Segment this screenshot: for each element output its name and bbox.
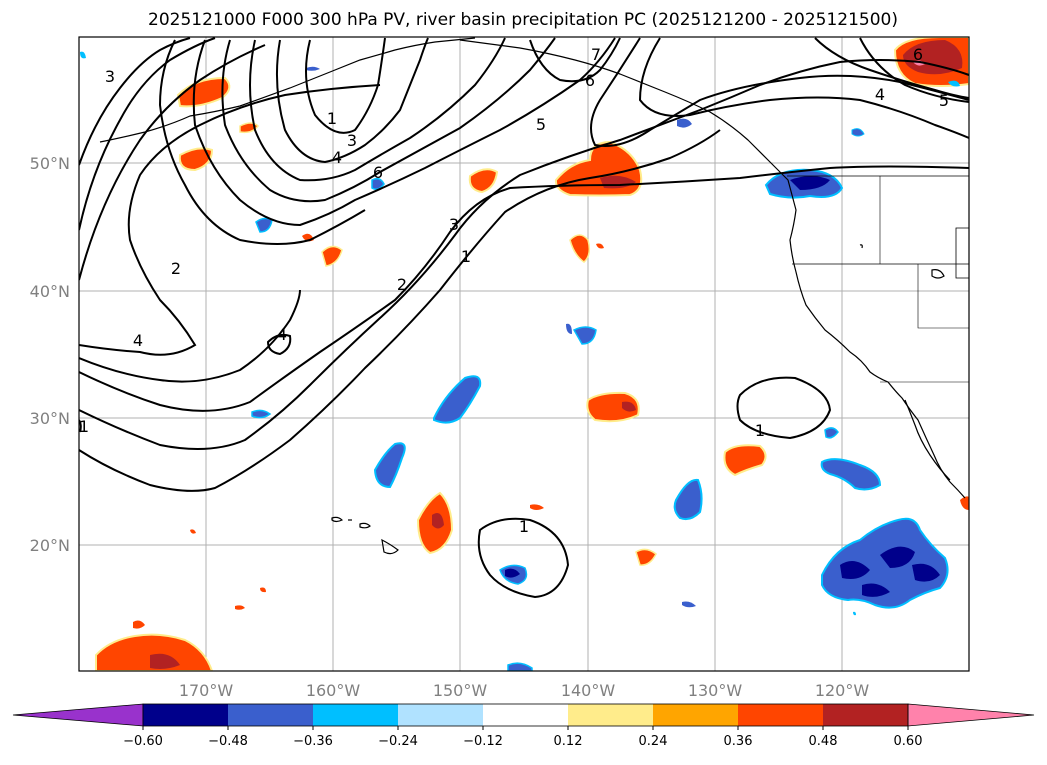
aleutian-islands bbox=[99, 37, 476, 143]
contour-label: 2 bbox=[171, 259, 181, 278]
contour-label: 5 bbox=[536, 115, 546, 134]
pv-contour-1-ring-east bbox=[736, 376, 832, 440]
colorbar-tick-label: 0.36 bbox=[724, 734, 753, 749]
contour-label: 3 bbox=[347, 131, 357, 150]
colorbar-bin bbox=[143, 704, 228, 726]
map-area bbox=[79, 37, 969, 671]
lat-label: 30°N bbox=[30, 409, 70, 428]
contour-label: 2 bbox=[397, 275, 407, 294]
lake-dots bbox=[859, 244, 863, 249]
precip-negative-region bbox=[80, 51, 960, 671]
contour-label: 1 bbox=[461, 247, 471, 266]
colorbar-bin bbox=[398, 704, 483, 726]
hawaii-oahu bbox=[331, 516, 344, 523]
colorbar-tick-label: −0.48 bbox=[208, 734, 248, 749]
inset-box bbox=[955, 227, 969, 279]
lat-label: 50°N bbox=[30, 154, 70, 173]
colorbar: −0.60 −0.48 −0.36 −0.24 −0.12 0.12 0.24 0.36 0.4… bbox=[12, 703, 1035, 749]
hawaii-maui bbox=[359, 522, 371, 529]
contour-label: 1 bbox=[327, 109, 337, 128]
contour-label: 6 bbox=[585, 71, 595, 90]
colorbar-bin bbox=[228, 704, 313, 726]
lon-label: 120°W bbox=[815, 681, 870, 700]
pv-contour-ridge-6 bbox=[305, 37, 386, 134]
pv-contour-5-right bbox=[590, 37, 969, 147]
contour-label: 4 bbox=[277, 325, 287, 344]
precip-positive-region bbox=[95, 37, 969, 671]
contour-label: 5 bbox=[939, 91, 949, 110]
great-salt-lake bbox=[931, 269, 945, 279]
lon-label: 150°W bbox=[433, 681, 488, 700]
colorbar-tick-label: −0.12 bbox=[463, 734, 503, 749]
latitude-labels: 50°N 40°N 30°N 20°N bbox=[30, 154, 70, 555]
colorbar-extend-max bbox=[907, 703, 1035, 727]
lon-label: 170°W bbox=[179, 681, 234, 700]
pv-contour-ridge-2 bbox=[192, 37, 616, 227]
pv-contour-4-bottom bbox=[79, 289, 301, 383]
contour-label: 3 bbox=[449, 215, 459, 234]
pv-contour-4-island bbox=[266, 333, 292, 356]
border-nv bbox=[917, 264, 969, 329]
pv-contour-1-main bbox=[79, 165, 969, 412]
pv-contours bbox=[79, 37, 969, 599]
map-title: 2025121000 F000 300 hPa PV, river basin … bbox=[148, 10, 898, 30]
colorbar-frame bbox=[142, 703, 909, 727]
contour-label: 6 bbox=[913, 45, 923, 64]
pv-contour-1-ring-south bbox=[477, 517, 570, 599]
lon-label: 160°W bbox=[306, 681, 361, 700]
pv-contour-lower-band bbox=[79, 129, 721, 492]
lon-label: 140°W bbox=[561, 681, 616, 700]
colorbar-tick-label: 0.60 bbox=[894, 734, 923, 749]
north-america-coast bbox=[459, 39, 966, 499]
pv-contour-6-far-right bbox=[859, 37, 969, 103]
pv-contour-2-left bbox=[79, 37, 216, 231]
contour-labels: 3 1 3 4 6 7 6 5 4 5 6 3 1 2 2 4 4 1 1 1 bbox=[79, 45, 949, 536]
pv-contour-4-right bbox=[638, 37, 969, 139]
contour-label: 4 bbox=[133, 331, 143, 350]
colorbar-tick-label: 0.12 bbox=[554, 734, 583, 749]
colorbar-tick-label: −0.60 bbox=[123, 734, 163, 749]
longitude-labels: 170°W 160°W 150°W 140°W 130°W 120°W bbox=[179, 681, 870, 700]
baja-coast bbox=[904, 399, 951, 481]
colorbar-bin bbox=[568, 704, 653, 726]
pv-contour-4-left bbox=[79, 84, 381, 356]
pv-contour-5-far-right bbox=[814, 37, 969, 99]
colorbar-extend-min bbox=[12, 703, 144, 727]
lon-label: 130°W bbox=[688, 681, 743, 700]
pv-contour-ridge-5 bbox=[275, 37, 429, 164]
colorbar-tick-label: −0.24 bbox=[378, 734, 418, 749]
colorbar-bin bbox=[313, 704, 398, 726]
pv-contour-2-main bbox=[79, 59, 969, 450]
contour-label: 4 bbox=[332, 148, 342, 167]
colorbar-tick-label: 0.24 bbox=[639, 734, 668, 749]
colorbar-bin bbox=[483, 704, 568, 726]
lat-label: 40°N bbox=[30, 282, 70, 301]
contour-label: 4 bbox=[875, 85, 885, 104]
pv-contour-ridge-3 bbox=[221, 37, 556, 203]
colorbar-bin bbox=[738, 704, 823, 726]
colorbar-tick-label: −0.36 bbox=[293, 734, 333, 749]
coastlines bbox=[99, 37, 969, 555]
contour-label: 6 bbox=[373, 163, 383, 182]
contour-label: 1 bbox=[519, 517, 529, 536]
precip-shading bbox=[80, 37, 969, 671]
colorbar-bin bbox=[653, 704, 738, 726]
lat-label: 20°N bbox=[30, 536, 70, 555]
map-frame bbox=[78, 36, 970, 672]
contour-label: 1 bbox=[755, 421, 765, 440]
contour-label: 7 bbox=[591, 45, 601, 64]
contour-label: 1 bbox=[79, 417, 89, 436]
colorbar-tick-label: 0.48 bbox=[809, 734, 838, 749]
contour-label: 3 bbox=[105, 67, 115, 86]
colorbar-bin bbox=[823, 704, 908, 726]
pv-contour-ridge-4 bbox=[249, 37, 506, 182]
pv-contour-6-top bbox=[529, 37, 621, 83]
pv-contour-ridge-1 bbox=[158, 39, 366, 245]
hawaii-big-island bbox=[381, 538, 399, 555]
